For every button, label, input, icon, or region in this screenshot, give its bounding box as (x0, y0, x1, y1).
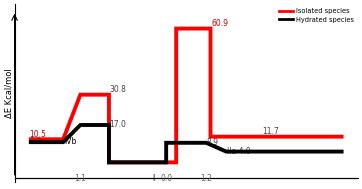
Text: 9.2: 9.2 (29, 137, 41, 146)
Legend: Isolated species, Hydrated species: Isolated species, Hydrated species (278, 8, 354, 23)
Text: 0.0: 0.0 (160, 174, 172, 184)
Text: 60.9: 60.9 (211, 19, 228, 28)
Text: IVb: IVb (64, 137, 77, 146)
Text: 17.0: 17.0 (110, 120, 126, 129)
Text: IIa 4.9: IIa 4.9 (227, 146, 251, 156)
Text: 8.9: 8.9 (207, 138, 219, 147)
Text: 1.2: 1.2 (200, 174, 212, 184)
Text: I: I (152, 174, 155, 184)
Text: 1.1: 1.1 (75, 174, 86, 184)
Text: 11.7: 11.7 (262, 127, 279, 136)
Text: 30.8: 30.8 (110, 85, 126, 94)
Text: 10.5: 10.5 (29, 130, 46, 139)
Y-axis label: ΔE Kcal/mol: ΔE Kcal/mol (4, 68, 13, 118)
